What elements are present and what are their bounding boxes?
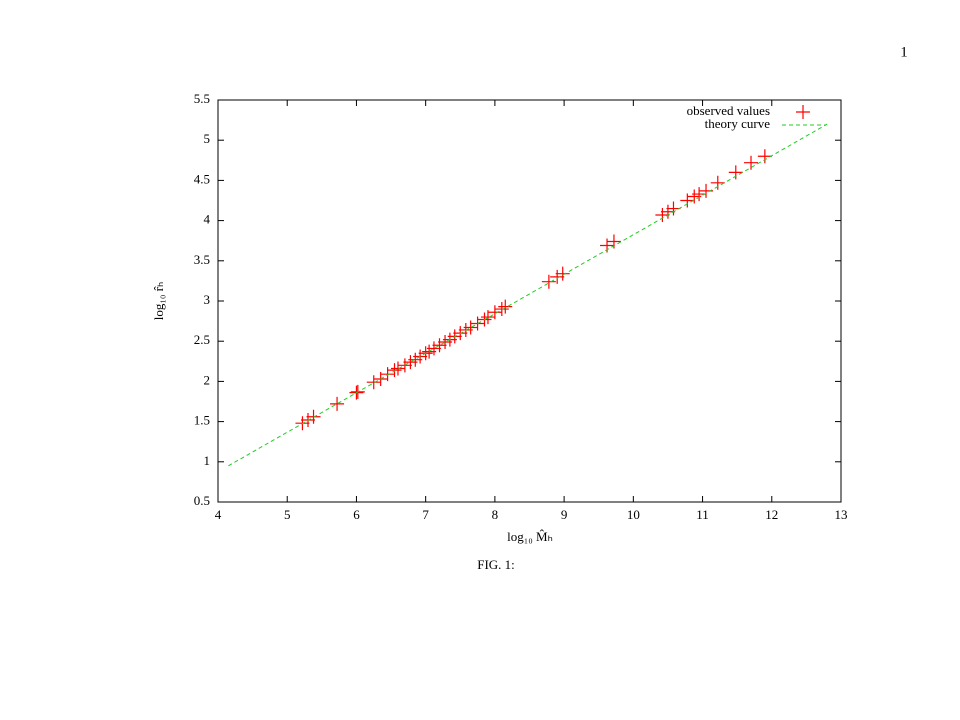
y-tick-label: 5.5 — [194, 91, 210, 106]
page-number: 1 — [900, 44, 908, 60]
y-tick-label: 5 — [204, 131, 211, 146]
y-tick-label: 4 — [204, 212, 211, 227]
data-point — [426, 341, 441, 356]
x-tick-label: 5 — [284, 507, 291, 522]
x-tick-label: 9 — [561, 507, 568, 522]
data-point — [600, 238, 615, 253]
legend-label: observed values — [687, 103, 770, 118]
x-tick-label: 10 — [627, 507, 640, 522]
data-point — [366, 375, 381, 390]
data-point — [757, 149, 772, 164]
y-tick-label: 1 — [204, 453, 211, 468]
x-tick-label: 7 — [422, 507, 429, 522]
data-point — [555, 266, 570, 281]
y-tick-label: 1.5 — [194, 413, 210, 428]
data-point — [330, 396, 345, 411]
data-point — [541, 274, 556, 289]
data-point — [666, 201, 681, 216]
data-point — [550, 269, 565, 284]
data-point — [744, 155, 759, 170]
y-tick-label: 2 — [204, 372, 211, 387]
legend-label: theory curve — [705, 116, 771, 131]
data-point — [494, 302, 509, 317]
figure-caption: FIG. 1: — [477, 557, 515, 572]
x-tick-label: 6 — [353, 507, 360, 522]
data-point — [387, 363, 402, 378]
plot-frame — [217, 99, 842, 503]
x-tick-label: 12 — [765, 507, 778, 522]
y-tick-label: 0.5 — [194, 493, 210, 508]
data-point — [380, 367, 395, 382]
data-point — [432, 338, 447, 353]
x-axis-label: log₁₀ M̂ₕ — [507, 529, 553, 544]
y-tick-label: 4.5 — [194, 171, 210, 186]
y-tick-label: 3.5 — [194, 252, 210, 267]
data-point — [710, 175, 725, 190]
legend-marker — [796, 105, 810, 119]
y-axis-label: log₁₀ r̂ₕ — [151, 282, 166, 321]
y-tick-label: 3 — [204, 292, 211, 307]
data-point — [728, 165, 743, 180]
data-point — [390, 361, 405, 376]
data-point — [680, 193, 695, 208]
theory-line — [228, 123, 828, 467]
data-point — [487, 305, 502, 320]
data-point — [606, 234, 621, 249]
y-tick-label: 2.5 — [194, 332, 210, 347]
x-tick-label: 4 — [215, 507, 222, 522]
x-tick-label: 11 — [696, 507, 709, 522]
data-point — [498, 299, 513, 314]
data-point — [463, 320, 478, 335]
data-point — [470, 316, 485, 331]
x-tick-label: 13 — [835, 507, 848, 522]
x-tick-label: 8 — [492, 507, 499, 522]
